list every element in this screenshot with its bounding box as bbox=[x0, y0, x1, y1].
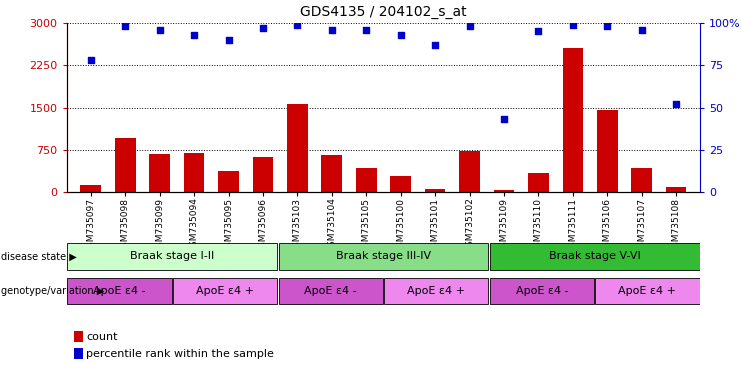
Text: Braak stage III-IV: Braak stage III-IV bbox=[336, 251, 431, 262]
Bar bbox=[173, 278, 277, 304]
Text: ApoE ε4 +: ApoE ε4 + bbox=[196, 286, 254, 296]
Point bbox=[498, 116, 510, 122]
Bar bbox=[494, 190, 514, 192]
Point bbox=[85, 57, 97, 63]
Point bbox=[326, 27, 338, 33]
Point bbox=[429, 42, 441, 48]
Point bbox=[119, 23, 131, 30]
Point bbox=[395, 32, 407, 38]
Text: disease state ▶: disease state ▶ bbox=[1, 251, 77, 262]
Bar bbox=[595, 278, 700, 304]
Bar bbox=[67, 278, 172, 304]
Text: ApoE ε4 -: ApoE ε4 - bbox=[305, 286, 357, 296]
Title: GDS4135 / 204102_s_at: GDS4135 / 204102_s_at bbox=[300, 5, 467, 19]
Bar bbox=[384, 278, 488, 304]
Bar bbox=[597, 110, 617, 192]
Text: ApoE ε4 -: ApoE ε4 - bbox=[93, 286, 146, 296]
Point bbox=[464, 23, 476, 30]
Bar bbox=[562, 48, 583, 192]
Point bbox=[567, 22, 579, 28]
Text: ApoE ε4 -: ApoE ε4 - bbox=[516, 286, 568, 296]
Bar bbox=[528, 174, 549, 192]
Bar bbox=[184, 152, 205, 192]
Bar bbox=[67, 243, 277, 270]
Bar bbox=[150, 154, 170, 192]
Point bbox=[602, 23, 614, 30]
Bar bbox=[391, 175, 411, 192]
Bar bbox=[631, 168, 652, 192]
Point bbox=[291, 22, 303, 28]
Bar bbox=[322, 155, 342, 192]
Text: percentile rank within the sample: percentile rank within the sample bbox=[86, 349, 274, 359]
Bar bbox=[218, 170, 239, 192]
Text: Braak stage V-VI: Braak stage V-VI bbox=[549, 251, 640, 262]
Text: genotype/variation ▶: genotype/variation ▶ bbox=[1, 286, 104, 296]
Text: ApoE ε4 +: ApoE ε4 + bbox=[619, 286, 677, 296]
Point bbox=[222, 37, 234, 43]
Bar bbox=[356, 168, 376, 192]
Text: ApoE ε4 +: ApoE ε4 + bbox=[408, 286, 465, 296]
Bar bbox=[459, 151, 480, 192]
Point bbox=[360, 27, 372, 33]
Point bbox=[188, 32, 200, 38]
Point bbox=[257, 25, 269, 31]
Bar bbox=[490, 243, 700, 270]
Bar bbox=[81, 185, 101, 192]
Bar bbox=[253, 157, 273, 192]
Bar bbox=[279, 278, 383, 304]
Point bbox=[636, 27, 648, 33]
Point bbox=[533, 28, 545, 35]
Point bbox=[153, 27, 165, 33]
Text: count: count bbox=[86, 332, 118, 342]
Text: Braak stage I-II: Braak stage I-II bbox=[130, 251, 214, 262]
Bar bbox=[115, 139, 136, 192]
Bar bbox=[287, 104, 308, 192]
Bar bbox=[666, 187, 686, 192]
Point bbox=[670, 101, 682, 107]
Bar bbox=[490, 278, 594, 304]
Bar bbox=[425, 189, 445, 192]
Bar bbox=[279, 243, 488, 270]
